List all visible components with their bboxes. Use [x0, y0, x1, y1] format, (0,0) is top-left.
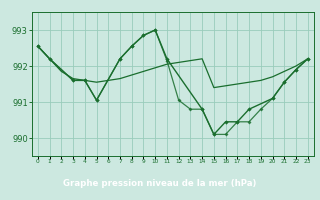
Text: Graphe pression niveau de la mer (hPa): Graphe pression niveau de la mer (hPa) [63, 178, 257, 188]
